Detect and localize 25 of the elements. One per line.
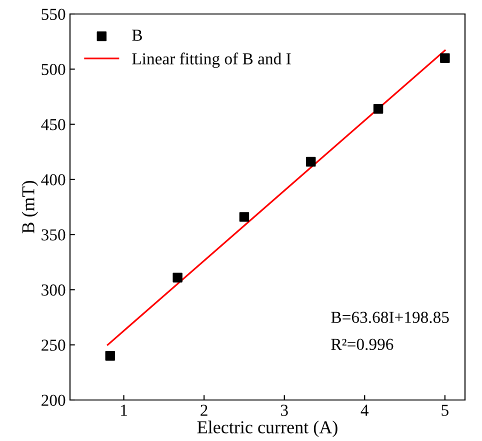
y-tick-label: 350 <box>42 229 66 241</box>
point <box>105 351 116 361</box>
y-axis-title: B (mT) <box>22 180 38 234</box>
y-tick-label: 500 <box>42 64 66 76</box>
legend-label: Linear fitting of B and I <box>132 52 291 68</box>
y-tick-label: 550 <box>42 8 66 20</box>
annotation: B=63.68I+198.85 <box>331 312 449 324</box>
point <box>306 156 316 167</box>
y-tick-label: 200 <box>42 394 66 406</box>
legend-label: B <box>132 30 142 41</box>
y-tick-label: 300 <box>42 284 66 296</box>
x-tick-label: 2 <box>200 404 208 416</box>
point <box>440 53 450 63</box>
x-tick-label: 5 <box>442 404 448 416</box>
point <box>172 272 182 282</box>
x-axis-title: Electric current (A) <box>197 420 338 438</box>
y-tick-label: 450 <box>41 118 66 130</box>
y-tick-label: 400 <box>41 174 66 186</box>
x-tick-label: 3 <box>280 404 288 416</box>
y-tick-label: 250 <box>42 340 66 351</box>
x-tick-label: 4 <box>360 404 369 416</box>
point <box>239 212 250 222</box>
annotation: R²=0.996 <box>331 338 394 350</box>
point <box>373 104 384 114</box>
x-tick-label: 1 <box>121 404 127 416</box>
